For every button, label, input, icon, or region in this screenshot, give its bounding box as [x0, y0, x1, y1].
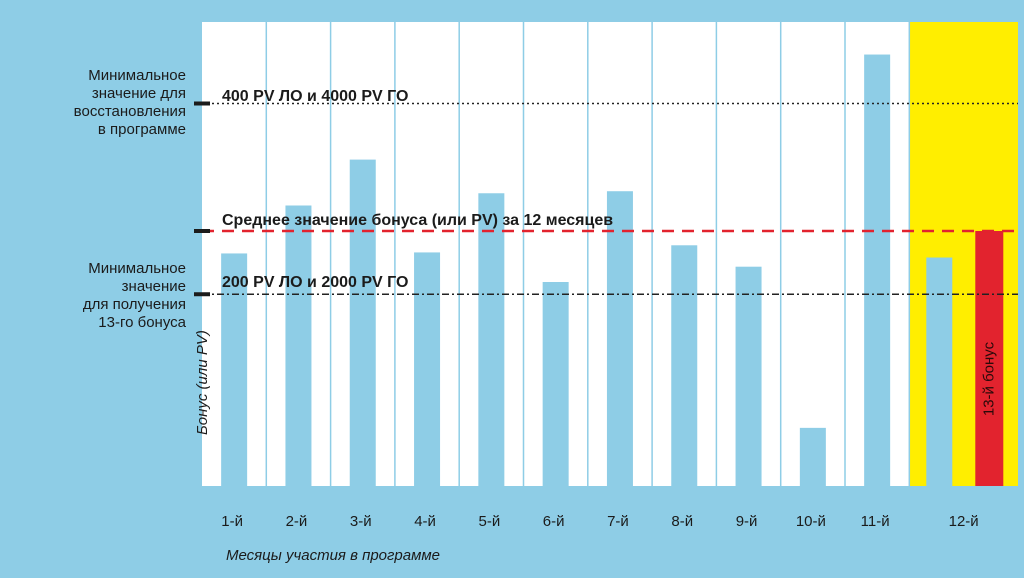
thirteenth-bonus-bar	[975, 231, 1004, 486]
average-axis-tick	[194, 229, 210, 233]
bar	[799, 427, 826, 486]
x-tick-label: 2-й	[285, 513, 308, 530]
y-axis-label: Бонус (или PV)	[194, 330, 211, 435]
x-tick-label: 11-й	[860, 513, 890, 530]
x-tick-label: 12-й	[948, 513, 979, 530]
bar	[671, 245, 698, 486]
x-tick-label: 8-й	[671, 513, 694, 530]
thirteenth-bonus-label: 13-й бонус	[980, 341, 998, 416]
bar	[926, 257, 953, 486]
minimum-axis-tick	[194, 292, 210, 297]
x-tick-label: 7-й	[607, 513, 629, 530]
x-tick-label: 9-й	[735, 513, 758, 530]
x-tick-label: 10-й	[795, 513, 826, 530]
x-tick-label: 6-й	[542, 513, 565, 530]
restore-line-label: 400 PV ЛО и 4000 PV ГО	[222, 88, 409, 105]
restore-side-label: Минимальное значение для восстановления …	[73, 67, 186, 138]
bar	[349, 159, 376, 486]
x-tick-label: 4-й	[414, 513, 436, 530]
average-line-label: Среднее значение бонуса (или PV) за 12 м…	[222, 212, 614, 229]
x-tick-label: 3-й	[349, 513, 372, 530]
x-tick-label: 5-й	[478, 513, 501, 530]
x-axis-label: Месяцы участия в программе	[226, 547, 441, 564]
bar	[414, 252, 441, 486]
bar	[478, 193, 505, 486]
bar	[285, 205, 312, 486]
bar	[221, 253, 248, 486]
restore-axis-tick	[194, 101, 210, 106]
bar	[864, 54, 891, 486]
minimum-side-label: Минимальное значение для получения 13-го…	[82, 260, 186, 331]
bar	[606, 191, 633, 486]
bar	[735, 266, 762, 486]
bar	[542, 282, 569, 486]
x-tick-label: 1-й	[221, 513, 243, 530]
minimum-line-label: 200 PV ЛО и 2000 PV ГО	[222, 274, 409, 291]
